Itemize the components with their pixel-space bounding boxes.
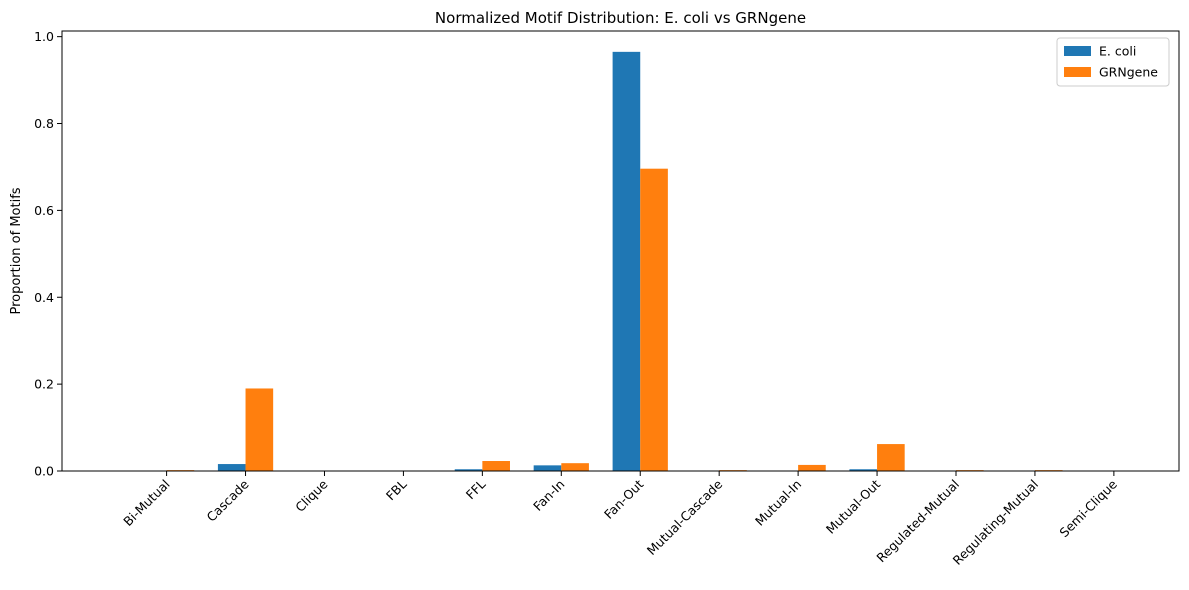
legend: E. coli GRNgene: [1056, 37, 1170, 87]
plot-frame: [61, 30, 1180, 472]
y-tick-label: 1.0: [34, 29, 54, 44]
x-tick-label: Fan-In: [530, 477, 567, 514]
x-tick-label: Mutual-In: [752, 477, 804, 529]
legend-swatch-ecoli: [1064, 46, 1091, 56]
x-tick-label: Fan-Out: [601, 476, 646, 521]
bar-ecoli-fan-in: [533, 465, 562, 471]
x-tick-label: FFL: [463, 477, 489, 503]
bar-grngene-ffl: [482, 461, 510, 471]
chart-title: Normalized Motif Distribution: E. coli v…: [435, 9, 806, 27]
bars-group: [166, 51, 1063, 471]
bar-grngene-fan-out: [640, 168, 668, 471]
y-tick-label: 0.4: [34, 290, 54, 305]
bar-grngene-fan-in: [561, 463, 589, 471]
legend-label-ecoli: E. coli: [1099, 44, 1136, 59]
x-tick-label: Mutual-Out: [823, 476, 883, 536]
x-tick-label: Semi-Clique: [1056, 476, 1120, 540]
y-axis-ticks: 0.0 0.2 0.4 0.6 0.8 1.0: [34, 29, 62, 479]
y-axis-title: Proportion of Motifs: [9, 187, 24, 314]
legend-swatch-grngene: [1064, 67, 1091, 77]
y-tick-label: 0.8: [34, 116, 54, 131]
x-tick-label: Regulating-Mutual: [950, 477, 1041, 568]
bar-ecoli-fan-out: [612, 51, 641, 471]
x-tick-label: FBL: [383, 476, 410, 503]
x-tick-label: Cascade: [204, 476, 252, 524]
bar-ecoli-mutual-out: [849, 469, 878, 471]
x-tick-label: Clique: [292, 476, 331, 515]
x-tick-label: Bi-Mutual: [120, 477, 172, 529]
x-tick-label: Mutual-Cascade: [644, 476, 726, 558]
bar-ecoli-ffl: [454, 469, 483, 471]
bar-grngene-mutual-in: [798, 464, 826, 471]
x-tick-label: Regulated-Mutual: [873, 477, 962, 566]
bar-grngene-mutual-out: [877, 444, 905, 471]
y-tick-label: 0.0: [34, 464, 54, 479]
bar-grngene-cascade: [245, 388, 274, 471]
legend-label-grngene: GRNgene: [1099, 65, 1158, 80]
y-tick-label: 0.2: [34, 377, 54, 392]
x-axis-ticks: Bi-Mutual Cascade Clique FBL FFL Fan-In Fan-Ou…: [120, 471, 1120, 568]
bar-ecoli-cascade: [217, 464, 246, 471]
y-tick-label: 0.6: [34, 203, 54, 218]
